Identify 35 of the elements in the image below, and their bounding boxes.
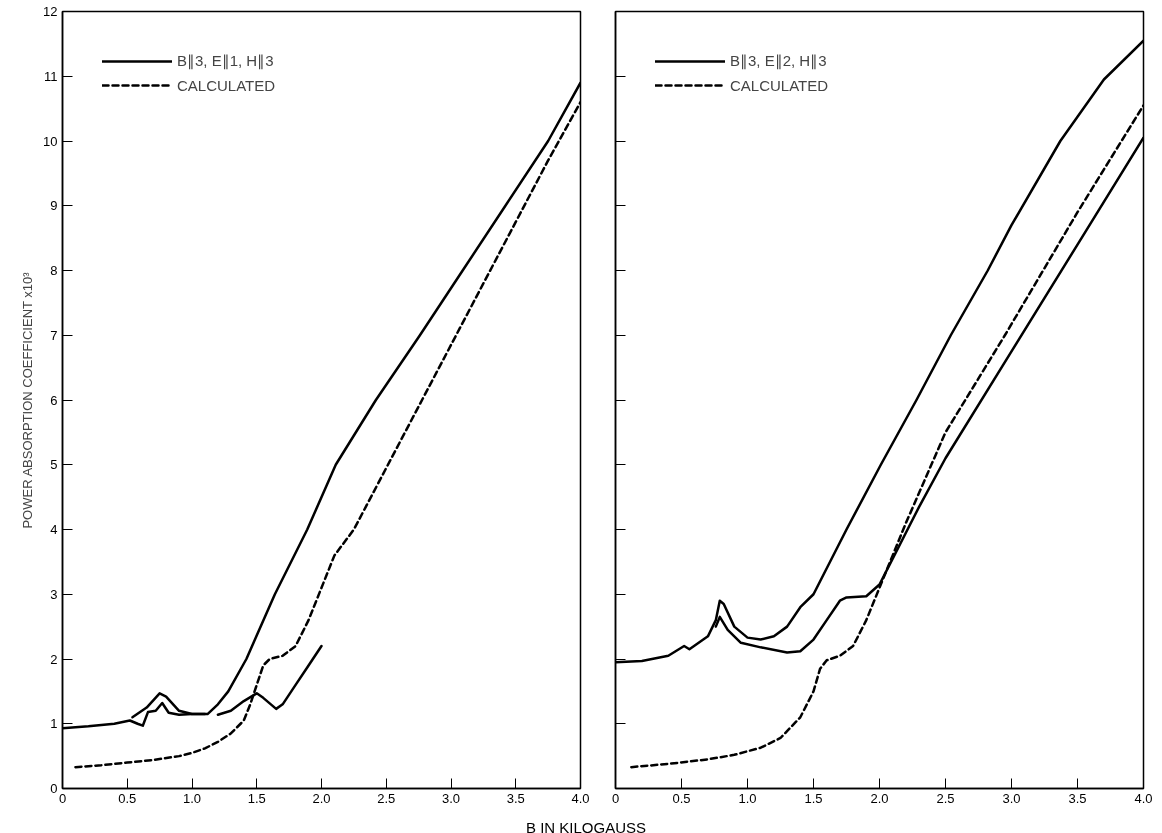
x-tick-label: 3.5 [1068, 790, 1087, 806]
y-tick-label: 6 [50, 392, 58, 408]
y-tick-label: 9 [50, 198, 58, 214]
legend-label: CALCULATED [730, 76, 829, 94]
y-tick-label: 11 [44, 68, 58, 84]
y-tick-label: 8 [50, 263, 58, 278]
x-tick-label: 3.0 [441, 790, 461, 806]
x-tick-label: 3.5 [506, 790, 525, 806]
x-tick-label: 1.0 [182, 790, 202, 806]
x-tick-label: 3.0 [1002, 790, 1021, 806]
y-tick-label: 3 [50, 586, 58, 602]
x-tick-label: 0 [611, 790, 620, 806]
y-tick-label: 2 [50, 651, 58, 667]
x-tick-label: 0.5 [118, 790, 137, 806]
x-tick-label: 1.0 [738, 790, 757, 806]
y-axis-title: POWER ABSORPTION COEFFICIENT x10³ [20, 271, 36, 529]
legend-label: CALCULATED [177, 76, 276, 94]
x-tick-label: 4.0 [1134, 790, 1153, 806]
x-axis-title: B IN KILOGAUSS [525, 818, 647, 833]
x-tick-label: 1.5 [804, 790, 823, 806]
legend-label: B∥3, E∥2, H∥3 [730, 52, 827, 70]
x-tick-label: 2.5 [936, 790, 955, 806]
y-tick-label: 10 [43, 133, 58, 149]
legend-label: B∥3, E∥1, H∥3 [177, 52, 274, 70]
y-tick-label: 4 [50, 522, 58, 537]
x-tick-label: 0.5 [672, 790, 691, 806]
y-tick-label: 7 [50, 327, 58, 343]
x-tick-label: 4.0 [571, 790, 590, 806]
x-tick-label: 1.5 [247, 790, 266, 806]
y-tick-label: 12 [43, 4, 58, 19]
x-tick-label: 2.5 [377, 790, 396, 806]
x-tick-label: 2.0 [312, 790, 331, 806]
y-tick-label: 1 [50, 716, 58, 732]
y-tick-label: 5 [50, 457, 58, 473]
x-tick-label: 2.0 [870, 790, 889, 806]
